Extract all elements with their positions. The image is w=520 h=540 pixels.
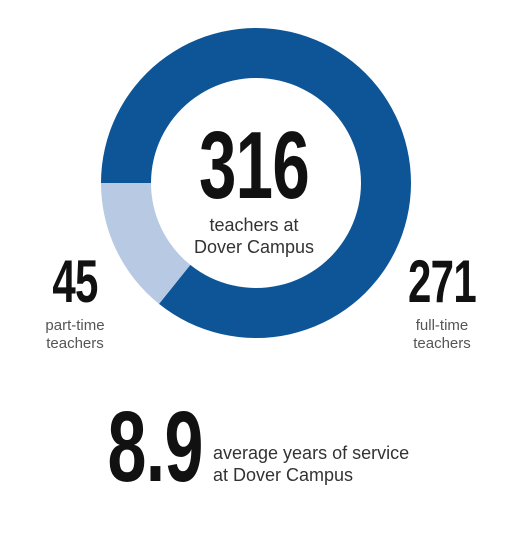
full-time-value: 271 [408, 248, 477, 315]
full-time-label: full-time teachers [413, 317, 471, 352]
service-years-label: average years of service at Dover Campus [213, 443, 410, 485]
total-teachers-value: 316 [198, 112, 310, 219]
service-years-value: 8.9 [107, 391, 204, 503]
part-time-value: 45 [52, 248, 98, 315]
total-teachers-label: teachers at Dover Campus [193, 215, 315, 257]
full-time-slice [101, 27, 411, 338]
part-time-slice [101, 183, 191, 304]
part-time-label: part-time teachers [45, 317, 105, 352]
